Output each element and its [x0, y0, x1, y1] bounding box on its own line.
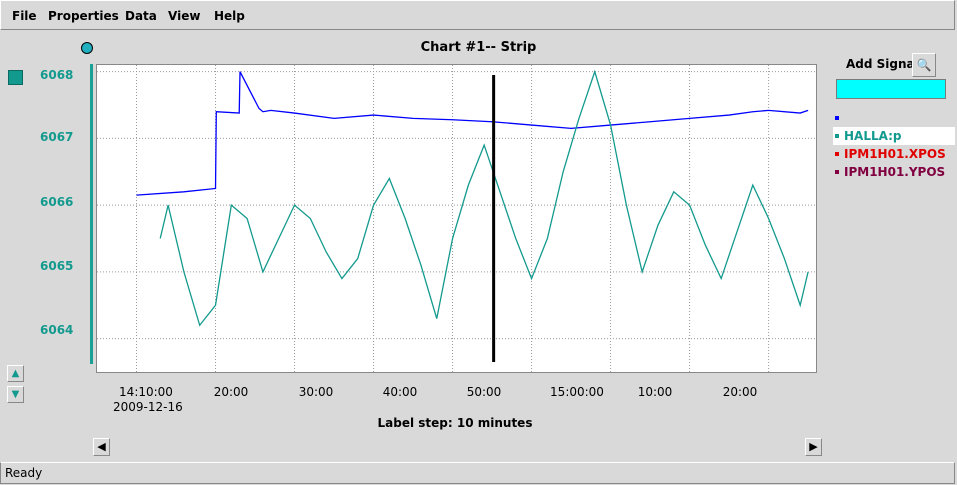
status-bar: Ready [0, 462, 955, 484]
signal-name-input[interactable] [836, 79, 946, 99]
y-tick-label: 6067 [40, 130, 74, 144]
series-line-hac-bcm-average [136, 71, 809, 196]
plot-svg [97, 65, 816, 372]
menu-help[interactable]: Help [214, 9, 245, 23]
legend-item[interactable]: hac_bcm_average [833, 109, 955, 143]
legend-swatch [835, 115, 839, 120]
y-axis-line [90, 64, 93, 364]
scroll-left-button[interactable]: ◀ [93, 438, 110, 456]
series-line-halla-p [159, 69, 809, 327]
x-tick-label: 20:00 [213, 385, 249, 399]
menu-properties[interactable]: Properties [48, 9, 119, 23]
menu-file[interactable]: File [12, 9, 37, 23]
legend-swatch [835, 151, 839, 156]
binoculars-icon[interactable]: 🔍 [912, 53, 936, 77]
label-step: Label step: 10 minutes [377, 416, 533, 430]
legend-label: HALLA:p [844, 129, 902, 143]
x-tick-label: 30:00 [298, 385, 334, 399]
scroll-right-button[interactable]: ▶ [805, 438, 822, 456]
menu-bar: File Properties Data View Help [0, 0, 955, 30]
plot-area[interactable] [96, 64, 817, 373]
x-tick-label: 15:00:00 [550, 385, 604, 399]
x-tick-label: 50:00 [466, 385, 502, 399]
y-tick-label: 6064 [40, 323, 74, 337]
menu-data[interactable]: Data [125, 9, 157, 23]
legend-label: IPM1H01.XPOS [844, 147, 946, 161]
chart-title: Chart #1-- Strip [420, 40, 537, 55]
menu-view[interactable]: View [168, 9, 201, 23]
legend-item[interactable]: HALLA:p [833, 127, 955, 145]
legend-item[interactable]: IPM1H01.XPOS [833, 145, 955, 163]
x-tick-label: 10:00 [637, 385, 673, 399]
add-signal-label: Add Signal [846, 57, 919, 71]
x-date-label: 2009-12-16 [113, 400, 183, 414]
y-axis-up-button[interactable]: ▲ [7, 365, 24, 382]
y-tick-label: 6066 [40, 195, 74, 209]
y-tick-label: 6068 [40, 68, 74, 82]
x-tick-label: 20:00 [722, 385, 758, 399]
legend-swatch [835, 133, 839, 138]
chart-options-icon[interactable] [81, 42, 93, 54]
legend-label: IPM1H01.YPOS [844, 165, 946, 179]
status-text: Ready [5, 466, 43, 480]
y-tick-label: 6065 [40, 259, 74, 273]
y-axis-color-swatch[interactable] [8, 70, 23, 85]
y-axis-down-button[interactable]: ▼ [7, 386, 24, 403]
legend-item[interactable]: IPM1H01.YPOS [833, 163, 955, 181]
x-tick-label: 40:00 [382, 385, 418, 399]
x-tick-label: 14:10:00 [119, 385, 173, 399]
legend-swatch [835, 169, 839, 174]
